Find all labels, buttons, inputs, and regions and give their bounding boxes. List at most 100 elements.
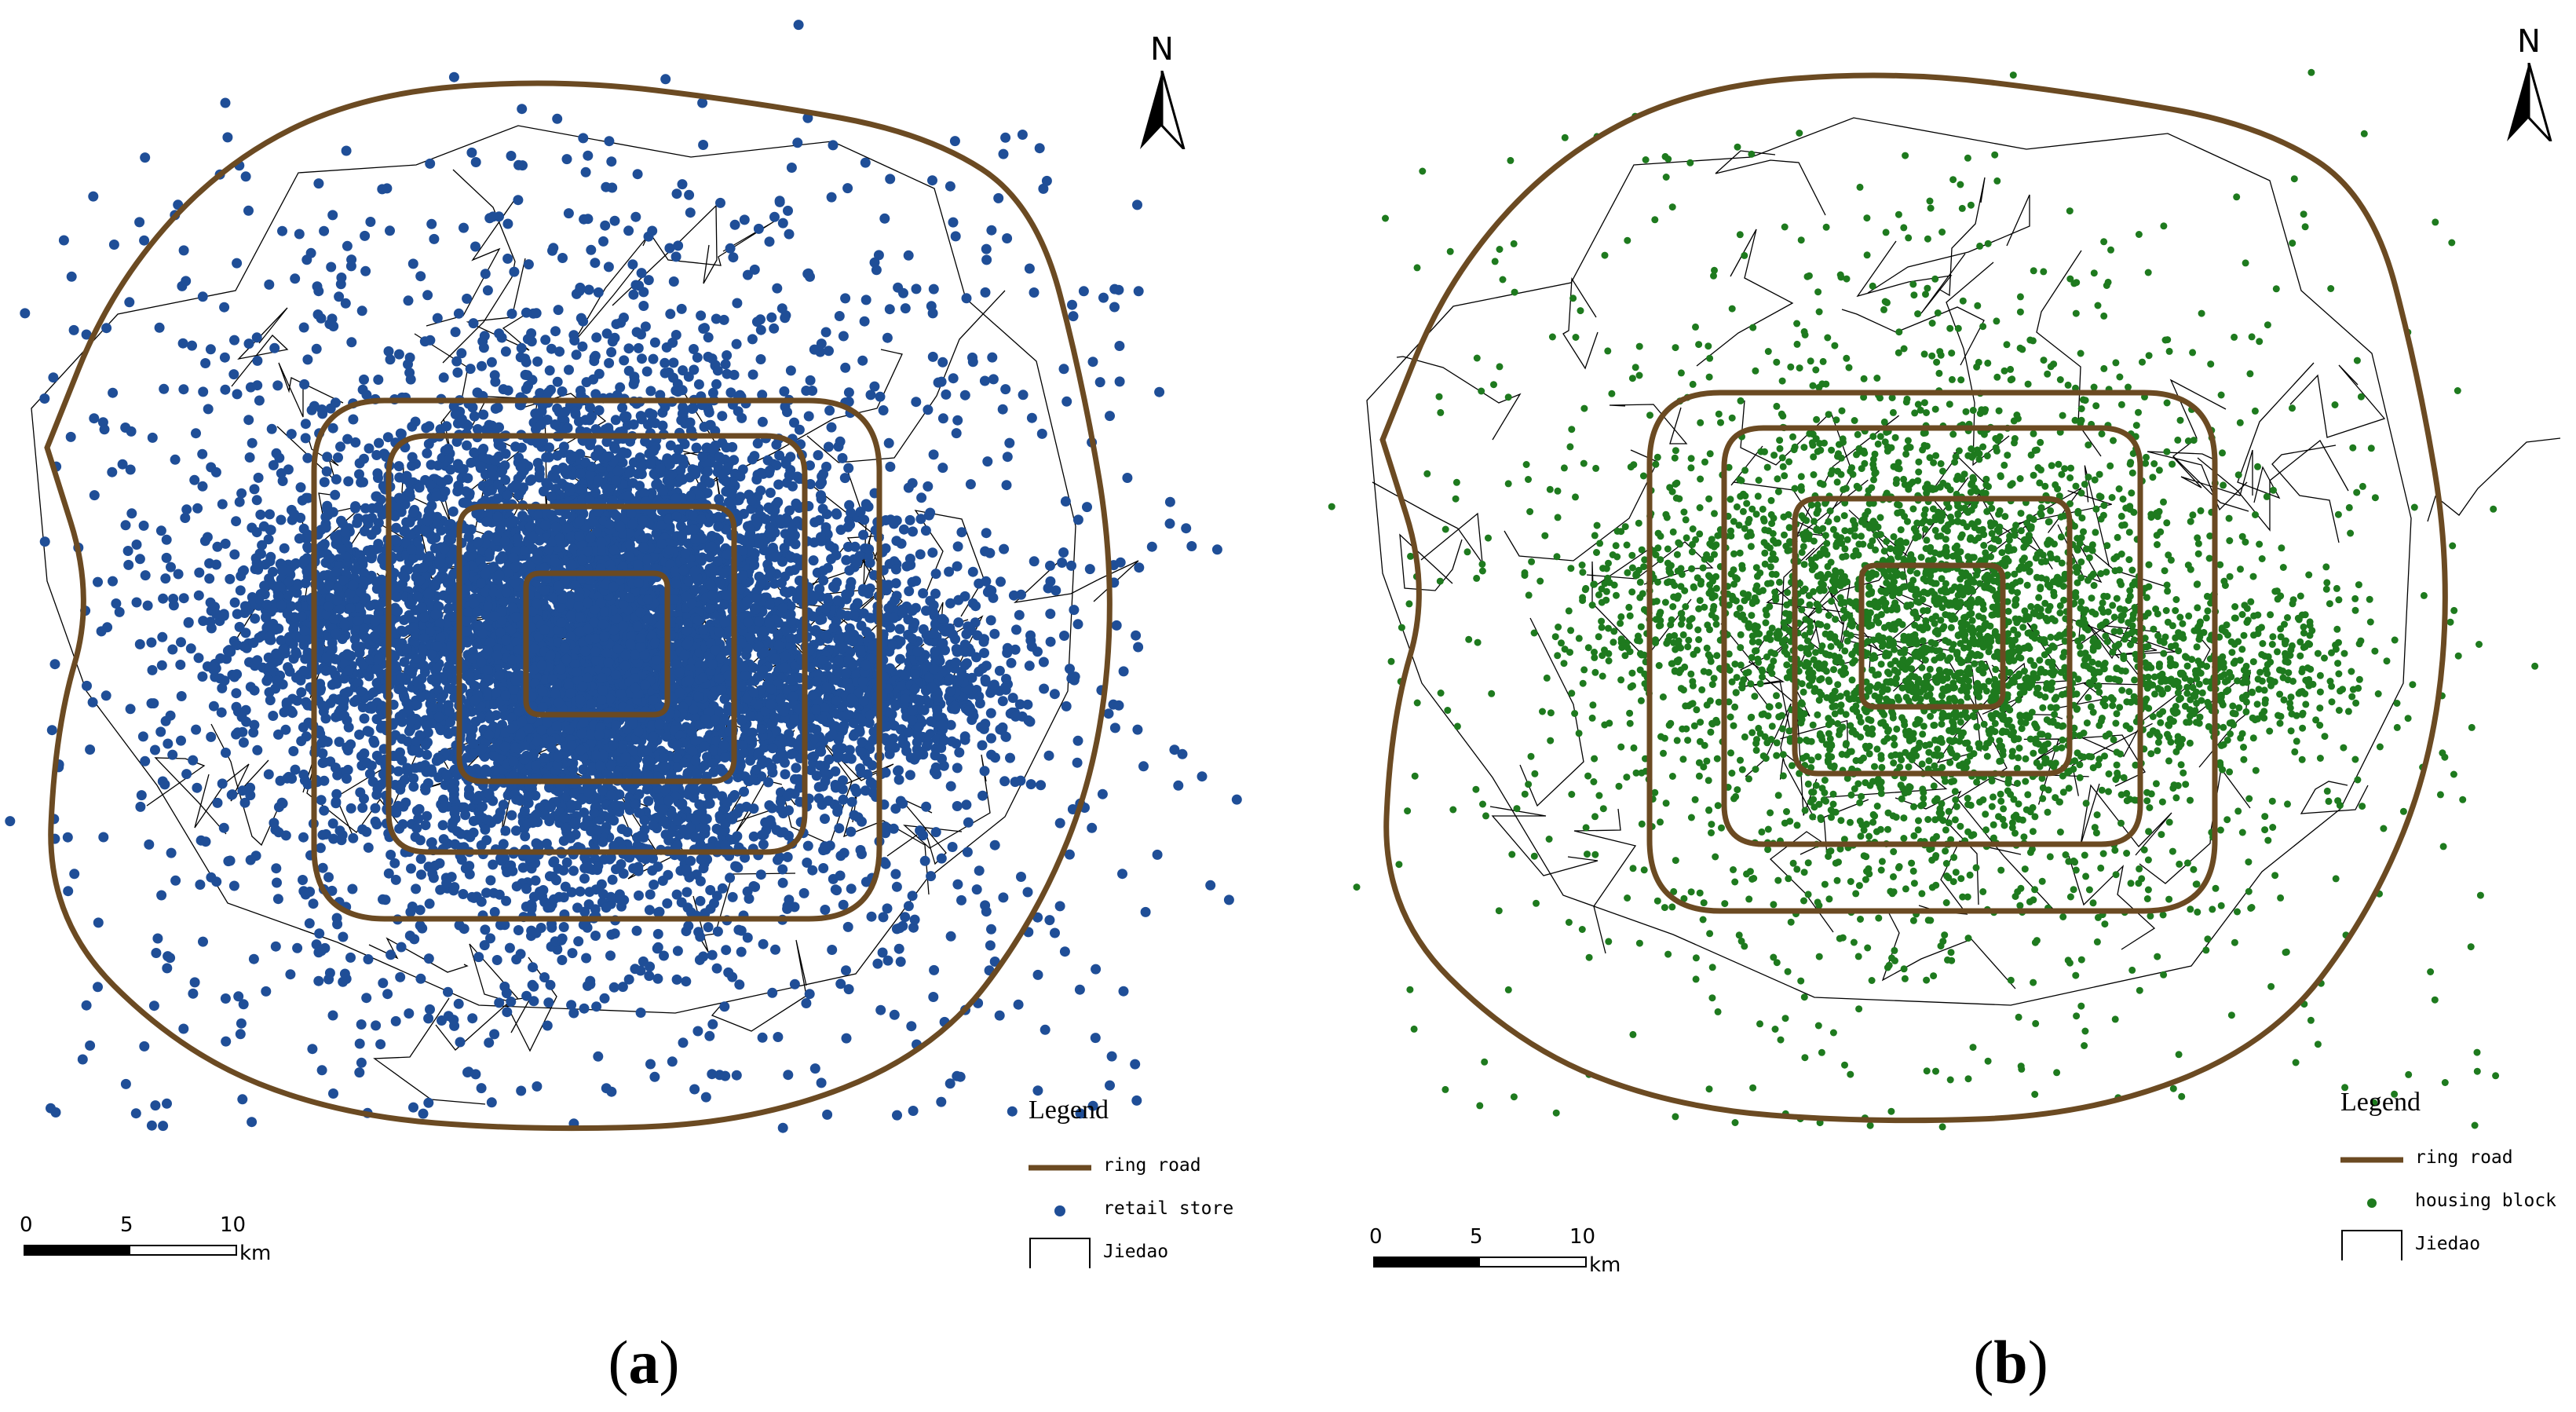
map-point: [353, 678, 364, 689]
map-point: [390, 1015, 401, 1026]
map-point: [907, 891, 918, 902]
map-point: [1134, 562, 1145, 573]
map-point: [956, 527, 967, 538]
map-point: [820, 327, 831, 338]
map-point: [403, 295, 414, 306]
map-point: [785, 601, 796, 612]
map-point: [980, 719, 991, 730]
map-point: [667, 1056, 678, 1067]
map-point: [721, 945, 732, 956]
map-point: [698, 324, 709, 334]
map-point: [1152, 849, 1163, 860]
map-point: [216, 707, 227, 718]
map-point: [645, 1059, 656, 1070]
map-point: [1177, 748, 1188, 759]
map-point: [415, 905, 426, 916]
map-point: [125, 464, 136, 475]
map-point: [718, 314, 729, 325]
map-point: [585, 402, 595, 413]
map-point: [594, 405, 605, 415]
map-point: [970, 617, 981, 628]
map-point: [231, 688, 242, 699]
map-point: [554, 346, 565, 357]
map-point: [808, 555, 819, 566]
map-point: [423, 1013, 434, 1024]
map-point: [593, 287, 604, 298]
map-point: [618, 868, 629, 879]
map-point: [884, 304, 895, 315]
map-point: [1059, 631, 1069, 641]
map-point: [566, 887, 577, 898]
map-point: [952, 561, 963, 572]
map-point: [581, 953, 592, 964]
map-point: [689, 1084, 700, 1095]
map-point: [66, 271, 77, 282]
map-point: [1066, 673, 1077, 684]
map-point: [697, 97, 708, 108]
map-point: [747, 774, 758, 785]
map-point: [155, 726, 166, 737]
map-point: [607, 874, 618, 885]
map-point: [1082, 502, 1092, 513]
map-point: [739, 786, 749, 797]
map-point: [324, 580, 335, 591]
map-point: [739, 214, 750, 225]
map-point: [835, 436, 846, 447]
map-point: [1087, 1100, 1098, 1111]
map-point: [1010, 644, 1021, 655]
map-point: [566, 1000, 577, 1011]
point-layer: [5, 20, 1242, 1133]
map-point: [599, 993, 610, 1004]
map-point: [591, 332, 602, 343]
map-point: [915, 549, 926, 560]
map-point: [1103, 708, 1114, 719]
map-point: [205, 344, 216, 355]
map-point: [142, 600, 153, 611]
map-point: [1087, 822, 1098, 833]
map-point: [243, 205, 254, 216]
panel-a: N Legend ring road retail store Jiedao 0…: [5, 20, 1242, 1396]
map-point: [366, 703, 377, 714]
map-point: [936, 853, 947, 864]
map-point: [363, 842, 374, 853]
map-point: [600, 220, 611, 231]
map-point: [426, 534, 437, 545]
map-point: [864, 543, 875, 554]
map-point: [777, 864, 788, 875]
map-point: [670, 330, 681, 340]
map-point: [432, 313, 443, 324]
map-point: [1045, 576, 1056, 587]
map-point: [1211, 544, 1222, 555]
map-point: [206, 731, 217, 742]
map-point: [228, 369, 239, 380]
map-point: [170, 454, 181, 465]
map-point: [648, 353, 659, 364]
map-point: [1072, 757, 1083, 768]
map-point: [1043, 750, 1054, 761]
map-point: [77, 1054, 88, 1065]
map-point: [864, 558, 875, 569]
map-point: [879, 213, 890, 224]
map-point: [590, 931, 601, 941]
map-point: [288, 746, 299, 756]
map-point: [330, 489, 341, 500]
map-point: [601, 328, 612, 339]
map-point: [364, 768, 375, 779]
map-point: [998, 892, 1009, 903]
map-point: [277, 476, 288, 486]
map-point: [916, 492, 927, 503]
map-point: [295, 482, 306, 493]
map-point: [981, 528, 992, 539]
map-point: [233, 991, 244, 1002]
map-point: [217, 499, 228, 510]
map-point: [181, 769, 192, 780]
map-point: [330, 397, 341, 408]
map-point: [627, 259, 638, 270]
map-point: [882, 903, 893, 914]
map-point: [731, 338, 742, 349]
map-point: [198, 616, 209, 627]
map-point: [758, 839, 769, 850]
map-point: [1072, 619, 1083, 630]
map-point: [477, 360, 487, 371]
map-point: [333, 452, 343, 463]
